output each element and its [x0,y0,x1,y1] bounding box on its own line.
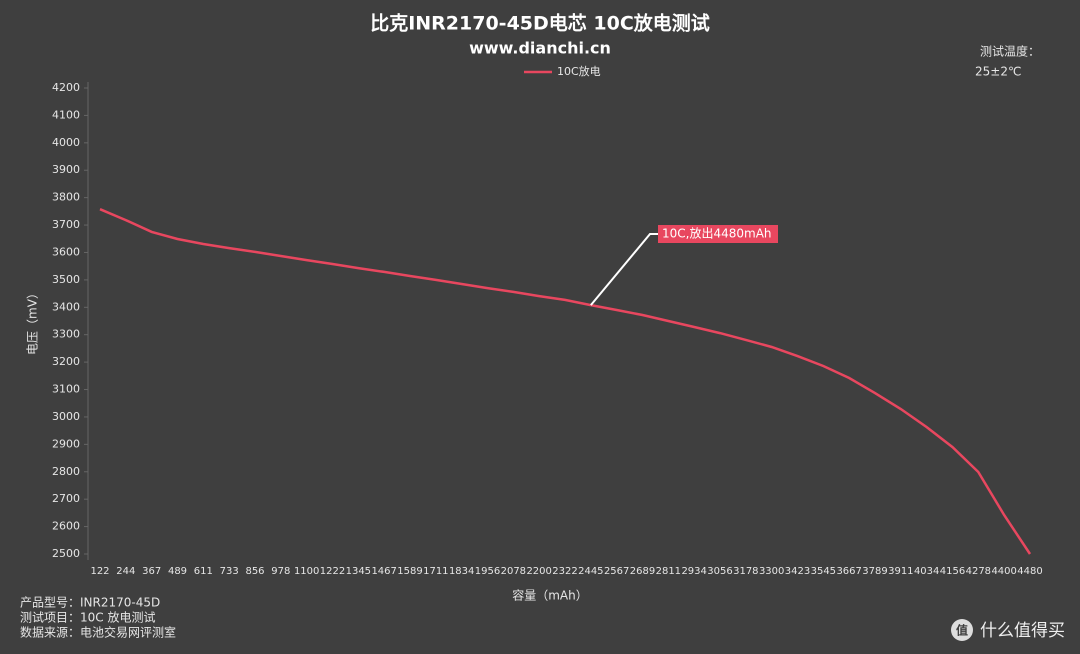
x-tick-label: 3300 [759,566,784,577]
x-tick-label: 122 [90,566,109,577]
x-tick-label: 2322 [552,566,577,577]
x-tick-label: 1467 [371,566,396,577]
x-tick-label: 4156 [940,566,965,577]
y-tick-label: 3400 [52,300,80,313]
x-tick-label: 1100 [294,566,319,577]
data-line [99,208,1032,555]
x-tick-label: 1834 [449,566,474,577]
x-tick-label: 3056 [707,566,732,577]
x-tick-label: 978 [271,566,290,577]
x-tick-label: 856 [245,566,264,577]
y-tick-label: 4100 [52,108,80,121]
x-tick-label: 3911 [888,566,913,577]
y-tick-label: 3500 [52,273,80,286]
y-axis-title: 电压（mV） [26,287,40,355]
x-tick-label: 2567 [604,566,629,577]
annotation-label: 10C,放出4480mAh [662,226,772,241]
y-tick-label: 4200 [52,81,80,94]
annotation-leader [590,233,658,306]
x-tick-label: 489 [168,566,187,577]
y-tick-label: 3200 [52,355,80,368]
watermark: 什么值得买 [980,621,1065,641]
x-tick-label: 2811 [656,566,681,577]
chart-title: 比克INR2170-45D电芯 10C放电测试 [370,12,710,35]
x-tick-label: 1345 [346,566,371,577]
y-tick-label: 2700 [52,492,80,505]
y-tick-label: 2800 [52,465,80,478]
x-tick-label: 2934 [681,566,706,577]
x-tick-label: 1222 [320,566,345,577]
y-tick-label: 4000 [52,136,80,149]
y-tick-label: 3600 [52,245,80,258]
x-tick-label: 4034 [914,566,939,577]
x-tick-label: 4278 [966,566,991,577]
y-tick-label: 3800 [52,191,80,204]
y-tick-label: 3000 [52,410,80,423]
logo-circle [951,619,973,641]
x-tick-label: 244 [116,566,135,577]
y-tick-label: 3900 [52,163,80,176]
x-tick-label: 2200 [526,566,551,577]
x-tick-label: 3423 [785,566,810,577]
logo-icon: 值 [956,623,968,638]
legend-label: 10C放电 [557,64,601,78]
y-tick-label: 3300 [52,328,80,341]
footer-line: 数据来源：电池交易网评测室 [20,625,176,640]
y-tick-label: 3100 [52,383,80,396]
x-tick-label: 733 [220,566,239,577]
note-title: 测试温度： [980,44,1040,59]
x-tick-label: 1956 [475,566,500,577]
x-tick-label: 4480 [1017,566,1042,577]
footer-line: 产品型号：INR2170-45D [20,596,160,610]
x-tick-label: 3789 [862,566,887,577]
x-tick-label: 1711 [423,566,448,577]
note-value: 25±2℃ [975,65,1021,79]
x-tick-label: 3545 [811,566,836,577]
x-tick-label: 3178 [733,566,758,577]
y-tick-label: 2500 [52,547,80,560]
x-tick-label: 2689 [630,566,655,577]
x-axis-title: 容量（mAh） [512,588,588,603]
x-tick-label: 2445 [578,566,603,577]
x-tick-label: 611 [194,566,213,577]
y-tick-label: 2900 [52,437,80,450]
y-tick-label: 3700 [52,218,80,231]
footer-line: 测试项目：10C 放电测试 [20,610,155,625]
x-tick-label: 1589 [397,566,422,577]
x-tick-label: 2078 [501,566,526,577]
annotation-box [658,225,778,243]
y-tick-label: 2600 [52,520,80,533]
x-tick-label: 4400 [991,566,1016,577]
x-tick-label: 367 [142,566,161,577]
chart-subtitle: www.dianchi.cn [469,39,611,58]
x-tick-label: 3667 [836,566,861,577]
